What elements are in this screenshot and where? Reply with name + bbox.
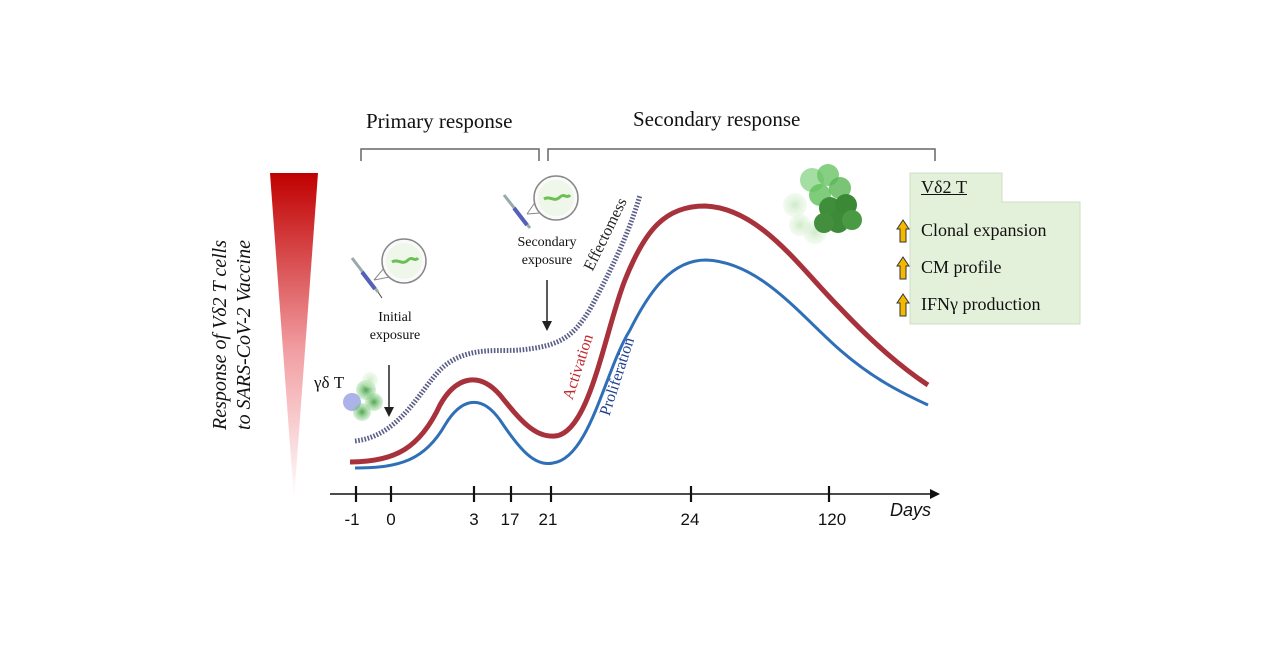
info-box-arrows <box>896 219 910 317</box>
secondary-exposure-label: Secondary exposure <box>505 234 589 270</box>
x-tick-3: 3 <box>469 510 479 529</box>
initial-exposure-line2: exposure <box>369 328 421 343</box>
info-box-background <box>909 172 1081 325</box>
secondary-exposure-line1: Secondary <box>517 235 577 250</box>
gamma-delta-t-cell-icon <box>343 372 383 421</box>
y-axis-label-line2: to SARS-CoV-2 Vaccine <box>233 240 255 430</box>
secondary-exposure-line2: exposure <box>521 253 573 268</box>
x-axis <box>330 486 940 502</box>
primary-response-label: Primary response <box>366 109 513 133</box>
info-box-title: Vδ2 T <box>921 177 967 197</box>
info-box-item-cm-profile: CM profile <box>921 257 1002 277</box>
secondary-response-label: Secondary response <box>633 107 801 131</box>
x-tick-17: 17 <box>500 510 520 529</box>
secondary-exposure-arrow <box>542 280 552 331</box>
gamma-delta-t-label: γδ T <box>314 373 345 392</box>
syringe-virus-icon-secondary <box>502 175 579 229</box>
x-tick-minus1: -1 <box>344 510 360 529</box>
x-tick-0: 0 <box>386 510 396 529</box>
info-box-item-clonal-expansion: Clonal expansion <box>921 220 1047 240</box>
secondary-response-bracket <box>547 148 936 161</box>
x-tick-120: 120 <box>817 510 847 529</box>
expanded-cell-cluster-icon <box>783 164 862 244</box>
response-gradient-triangle <box>270 173 318 500</box>
x-axis-label: Days <box>890 500 932 520</box>
effectomess-curve <box>354 194 643 444</box>
x-tick-21: 21 <box>538 510 558 529</box>
syringe-virus-icon-initial <box>350 238 427 299</box>
initial-exposure-line1: Initial <box>378 310 412 325</box>
primary-response-bracket <box>360 148 540 161</box>
y-axis-label-line1: Response of Vδ2 T cells <box>209 239 231 431</box>
y-axis-label: Response of Vδ2 T cells to SARS-CoV-2 Va… <box>208 170 256 500</box>
x-tick-24: 24 <box>680 510 700 529</box>
info-box-item-ifng-production: IFNγ production <box>921 294 1041 314</box>
activation-curve <box>349 203 930 465</box>
proliferation-curve <box>354 258 929 470</box>
initial-exposure-arrow <box>384 365 394 417</box>
initial-exposure-label: Initial exposure <box>355 309 435 345</box>
